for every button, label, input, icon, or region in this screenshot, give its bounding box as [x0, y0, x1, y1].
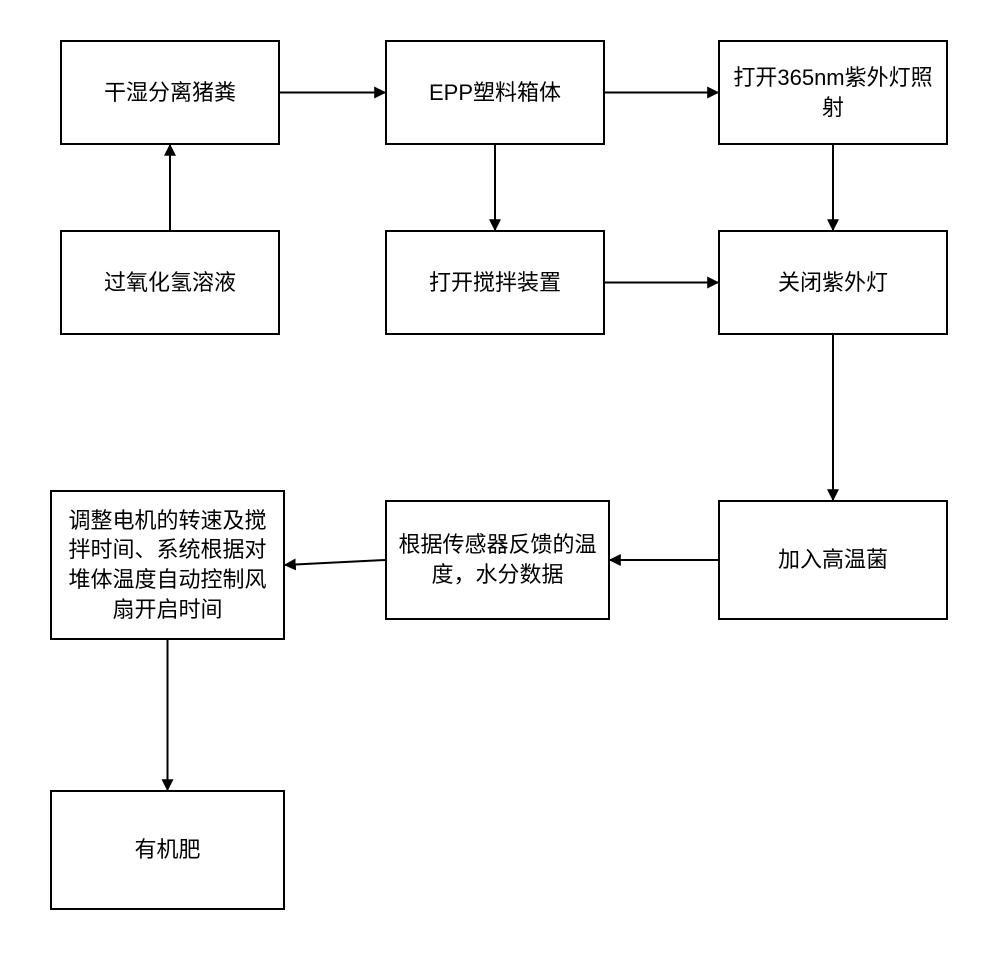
flow-node-n7: 加入高温菌: [718, 500, 948, 620]
flow-node-label: EPP塑料箱体: [429, 78, 561, 108]
flow-node-n10: 有机肥: [50, 790, 285, 910]
flow-node-label: 调整电机的转速及搅拌时间、系统根据对堆体温度自动控制风扇开启时间: [58, 506, 277, 625]
flow-node-n1: 干湿分离猪粪: [60, 40, 280, 145]
flow-node-label: 有机肥: [134, 835, 200, 865]
flow-node-n5: 打开搅拌装置: [385, 230, 605, 335]
flow-node-label: 过氧化氢溶液: [104, 268, 236, 298]
flow-node-label: 关闭紫外灯: [778, 268, 888, 298]
flow-node-n8: 根据传感器反馈的温度，水分数据: [385, 500, 610, 620]
flow-node-label: 加入高温菌: [778, 545, 888, 575]
flow-node-n3: 打开365nm紫外灯照射: [718, 40, 948, 145]
flow-node-n9: 调整电机的转速及搅拌时间、系统根据对堆体温度自动控制风扇开启时间: [50, 490, 285, 640]
flow-node-label: 根据传感器反馈的温度，水分数据: [393, 530, 602, 589]
flow-node-label: 干湿分离猪粪: [104, 78, 236, 108]
flow-edge: [285, 560, 385, 565]
flow-node-label: 打开365nm紫外灯照射: [726, 63, 940, 122]
flow-node-label: 打开搅拌装置: [429, 268, 561, 298]
flow-node-n2: EPP塑料箱体: [385, 40, 605, 145]
flow-node-n6: 关闭紫外灯: [718, 230, 948, 335]
flow-node-n4: 过氧化氢溶液: [60, 230, 280, 335]
